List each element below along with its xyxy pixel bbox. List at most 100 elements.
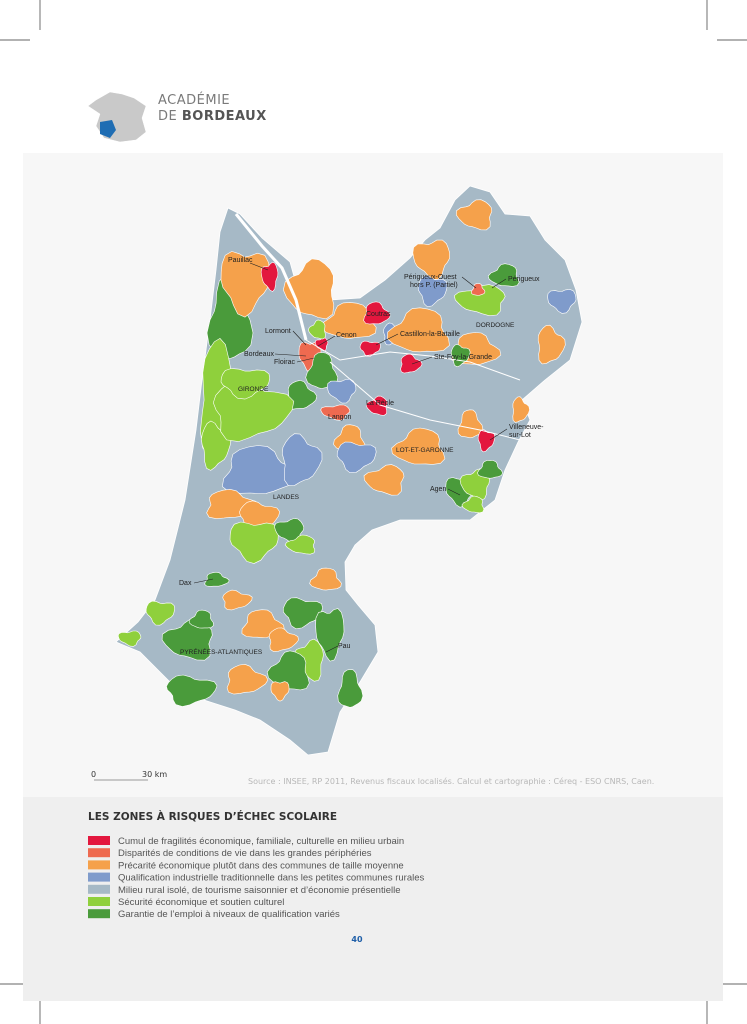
map-label: Villeneuve- xyxy=(509,424,544,431)
region-zone xyxy=(363,301,391,325)
region-zone xyxy=(487,263,520,287)
region-zone xyxy=(400,353,423,374)
map-label: LOT-ET-GARONNE xyxy=(396,447,454,454)
header-prefix: DE xyxy=(158,109,177,124)
leader-line xyxy=(249,262,269,271)
region-zone xyxy=(321,302,377,339)
map-label: Floirac xyxy=(274,359,296,366)
region-zone xyxy=(222,589,253,611)
region-zone xyxy=(453,284,506,317)
legend-label: Garantie de l’emploi à niveaux de qualif… xyxy=(118,909,340,920)
map-label: hors P. (Partiel) xyxy=(410,282,458,289)
leader-line xyxy=(292,330,307,346)
leader-line xyxy=(296,357,315,363)
leader-line xyxy=(489,428,508,441)
scale-end: 30 km xyxy=(142,770,167,779)
region-zone xyxy=(455,199,493,231)
region-zone xyxy=(260,261,279,292)
leader-line xyxy=(491,278,507,289)
legend-swatch xyxy=(88,872,110,882)
region-zone xyxy=(320,404,351,421)
region-zone xyxy=(547,288,577,314)
region-zone xyxy=(477,459,504,479)
map-label: Agen xyxy=(430,486,446,493)
region-zone xyxy=(359,340,381,357)
map-label: Lormont xyxy=(265,328,291,335)
legend-swatch xyxy=(88,848,110,858)
header-bold: BORDEAUX xyxy=(182,109,267,124)
map-label: DORDOGNE xyxy=(476,322,515,329)
region-zone xyxy=(145,600,175,626)
page-number: 40 xyxy=(351,935,363,944)
header-line1: ACADÉMIE xyxy=(158,92,230,108)
legend-title: LES ZONES À RISQUES D’ÉCHEC SCOLAIRE xyxy=(88,810,337,823)
map-label: PYRÉNÉES-ATLANTIQUES xyxy=(180,647,263,656)
region-zone xyxy=(270,681,290,702)
region-zone xyxy=(417,275,448,308)
region-zone xyxy=(470,283,486,296)
region-zone xyxy=(117,630,142,647)
region-zone xyxy=(336,441,377,474)
region-zone xyxy=(221,445,298,494)
map-label: Périgueux-Ouest xyxy=(404,274,457,281)
map-label: Pauillac xyxy=(228,257,253,264)
map-label: Bordeaux xyxy=(244,351,274,358)
region-zone xyxy=(281,433,323,486)
legend-panel xyxy=(23,797,723,1001)
legend-swatch xyxy=(88,909,110,919)
legend-swatch xyxy=(88,836,110,845)
source-note: Source : INSEE, RP 2011, Revenus fiscaux… xyxy=(248,776,654,786)
legend-swatch xyxy=(88,860,110,870)
region-zone xyxy=(307,319,326,340)
map-label: Dax xyxy=(179,580,192,587)
header-line2: DE BORDEAUX xyxy=(158,109,267,124)
legend-swatch xyxy=(88,884,110,894)
leader-line xyxy=(375,333,399,346)
region-zone xyxy=(412,239,451,280)
region-zone xyxy=(537,324,566,365)
legend-swatch xyxy=(88,897,110,906)
legend-label: Cumul de fragilités économique, familial… xyxy=(118,836,404,847)
region-zone xyxy=(365,395,388,416)
region-zone xyxy=(391,427,446,465)
legend-label: Milieu rural isolé, de tourisme saisonni… xyxy=(118,885,401,896)
region-zone xyxy=(363,464,405,496)
leader-line xyxy=(317,335,336,347)
region-zone xyxy=(220,251,270,318)
region-zone xyxy=(315,608,345,662)
legend: Cumul de fragilités économique, familial… xyxy=(88,836,425,920)
map-label: GIRONDE xyxy=(238,386,269,393)
region-zone xyxy=(226,663,269,695)
map-label: Coutras xyxy=(366,311,391,318)
map-label: LANDES xyxy=(273,494,300,501)
map-label: Langon xyxy=(328,414,351,421)
legend-label: Disparités de conditions de vie dans les… xyxy=(118,848,372,859)
region-zone xyxy=(309,567,342,591)
map-label: Cenon xyxy=(336,332,357,339)
map-label: sur-Lot xyxy=(509,432,531,439)
leader-line xyxy=(411,356,433,365)
region-zone xyxy=(282,597,323,630)
region-zone xyxy=(220,368,270,400)
leader-line xyxy=(274,353,307,357)
legend-label: Qualification industrielle traditionnell… xyxy=(118,873,425,884)
scale-bar: 0 30 km xyxy=(91,770,167,781)
region-zone xyxy=(166,674,218,707)
scale-start: 0 xyxy=(91,770,96,779)
map-label: La Réole xyxy=(366,400,394,407)
legend-label: Précarité économique plutôt dans des com… xyxy=(118,860,404,871)
map-label: Castillon-la-Bataille xyxy=(400,331,460,338)
region-zone xyxy=(284,534,316,555)
leader-line xyxy=(193,578,214,584)
region-zone xyxy=(229,521,279,564)
map-label: Ste-Foy-la-Grande xyxy=(434,354,492,361)
region-zone xyxy=(188,609,214,629)
region-zone xyxy=(461,495,485,514)
map-label: Pau xyxy=(338,643,351,650)
region-zone xyxy=(512,396,530,423)
france-icon xyxy=(87,91,147,143)
leader-line xyxy=(461,276,477,289)
